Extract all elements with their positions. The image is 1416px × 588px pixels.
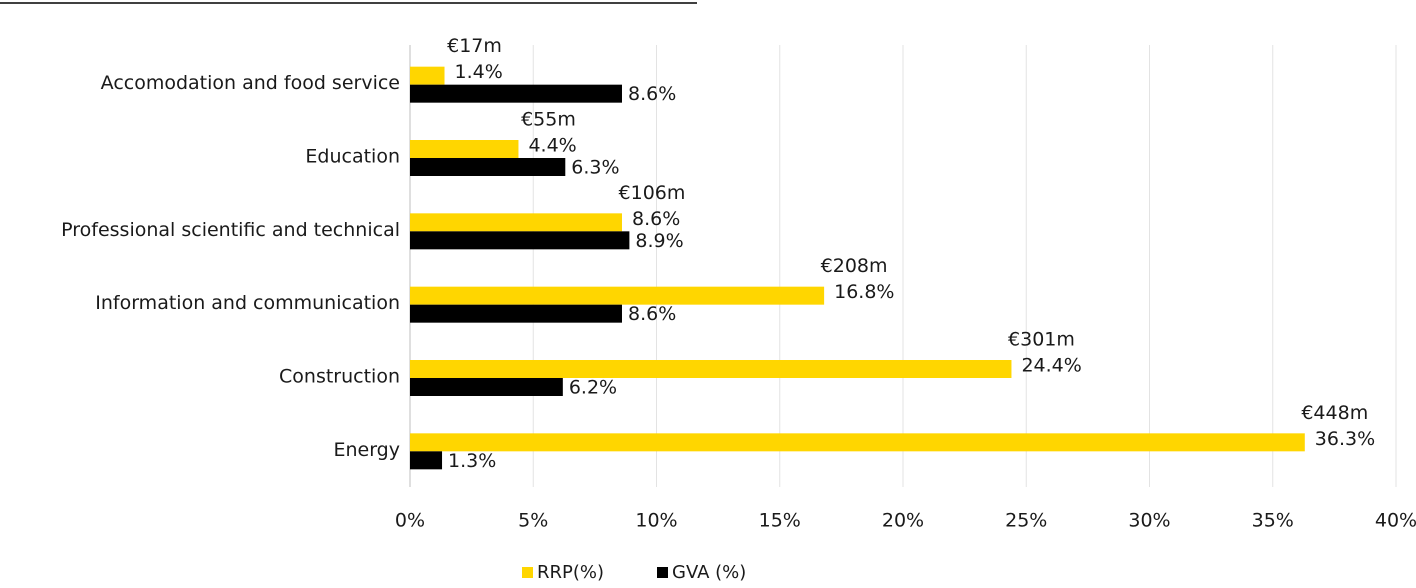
amount-annotation: €55m	[521, 109, 576, 131]
amount-annotation: €301m	[1008, 329, 1075, 351]
x-tick-label: 10%	[635, 510, 677, 532]
legend-label: RRP(%)	[537, 562, 604, 583]
category-label: Construction	[279, 366, 400, 388]
bar	[410, 84, 622, 103]
bar	[410, 451, 443, 470]
amount-annotation: €106m	[619, 182, 686, 204]
bar	[410, 286, 825, 305]
amount-annotation: €448m	[1301, 402, 1368, 424]
x-tick-label: 35%	[1252, 510, 1294, 532]
value-label: 8.6%	[628, 83, 676, 105]
x-tick-label: 0%	[395, 510, 425, 532]
value-label: 8.6%	[628, 303, 676, 325]
bar	[410, 231, 630, 250]
value-label: 8.6%	[632, 208, 680, 230]
category-label: Information and communication	[95, 292, 400, 314]
legend-swatch	[522, 567, 533, 578]
bar	[410, 213, 622, 232]
bar	[410, 360, 1012, 378]
category-label: Professional scientific and technical	[61, 219, 400, 241]
value-label: 4.4%	[528, 135, 576, 157]
category-label: Education	[305, 146, 400, 168]
value-label: 16.8%	[834, 281, 894, 303]
legend-swatch	[657, 567, 668, 578]
bar	[410, 66, 445, 85]
x-tick-label: 20%	[882, 510, 924, 532]
bar	[410, 304, 622, 323]
value-label: 1.3%	[448, 450, 496, 472]
value-label: 8.9%	[635, 230, 683, 252]
value-label: 24.4%	[1021, 355, 1081, 377]
x-tick-label: 30%	[1128, 510, 1170, 532]
value-label: 1.4%	[455, 61, 503, 83]
amount-annotation: €17m	[447, 35, 502, 57]
x-tick-label: 5%	[518, 510, 548, 532]
x-tick-label: 40%	[1375, 510, 1416, 532]
amount-annotation: €208m	[821, 255, 888, 277]
bar	[410, 433, 1305, 452]
legend-label: GVA (%)	[672, 562, 746, 583]
x-tick-label: 15%	[759, 510, 801, 532]
value-label: 6.3%	[571, 157, 619, 179]
bar	[410, 140, 519, 158]
value-label: 6.2%	[569, 377, 617, 399]
value-label: 36.3%	[1315, 428, 1375, 450]
x-tick-label: 25%	[1005, 510, 1047, 532]
bar	[410, 378, 563, 396]
bar	[410, 158, 566, 176]
category-label: Energy	[333, 439, 400, 461]
category-label: Accomodation and food service	[101, 72, 400, 94]
